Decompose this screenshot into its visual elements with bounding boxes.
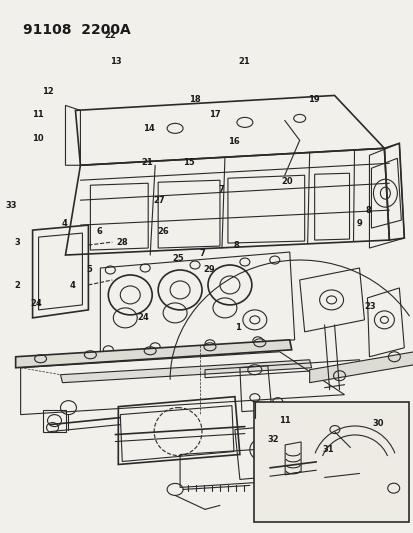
Text: 8: 8: [364, 206, 370, 215]
Text: 32: 32: [266, 435, 278, 444]
Text: 21: 21: [141, 158, 153, 167]
Text: 7: 7: [199, 249, 205, 258]
Text: 30: 30: [372, 419, 383, 428]
Text: 11: 11: [279, 416, 291, 425]
Bar: [254, 402, 408, 522]
Text: 10: 10: [32, 134, 43, 143]
Text: 3: 3: [14, 238, 20, 247]
Text: 22: 22: [104, 31, 116, 40]
Text: 27: 27: [153, 196, 165, 205]
Text: 15: 15: [182, 158, 194, 167]
Polygon shape: [16, 340, 291, 368]
Text: 28: 28: [116, 238, 128, 247]
Text: 1: 1: [235, 323, 240, 332]
Text: 7: 7: [218, 185, 224, 194]
Polygon shape: [309, 352, 413, 383]
Text: 9: 9: [356, 220, 362, 229]
Text: 2: 2: [14, 280, 20, 289]
Text: 19: 19: [308, 94, 319, 103]
Text: 14: 14: [143, 124, 155, 133]
Text: 25: 25: [172, 254, 183, 263]
Polygon shape: [60, 360, 311, 383]
Text: 21: 21: [238, 58, 249, 66]
Text: 23: 23: [363, 302, 375, 311]
Text: 24: 24: [30, 299, 42, 308]
Text: 8: 8: [233, 241, 238, 250]
Text: 26: 26: [157, 228, 169, 237]
Text: 18: 18: [188, 94, 200, 103]
Text: 24: 24: [137, 312, 149, 321]
Text: 13: 13: [110, 58, 122, 66]
Text: 16: 16: [228, 137, 239, 146]
Text: 33: 33: [5, 201, 17, 210]
Text: 5: 5: [86, 265, 92, 273]
Text: 11: 11: [32, 110, 44, 119]
Bar: [43, 410, 66, 432]
Text: 20: 20: [281, 177, 292, 186]
Text: 6: 6: [97, 228, 102, 237]
Text: 12: 12: [42, 86, 54, 95]
Text: 17: 17: [209, 110, 221, 119]
Text: 91108  2200A: 91108 2200A: [23, 22, 130, 37]
Text: 29: 29: [203, 265, 214, 273]
Text: 4: 4: [62, 220, 67, 229]
Text: 31: 31: [322, 446, 334, 455]
Text: 4: 4: [70, 280, 76, 289]
